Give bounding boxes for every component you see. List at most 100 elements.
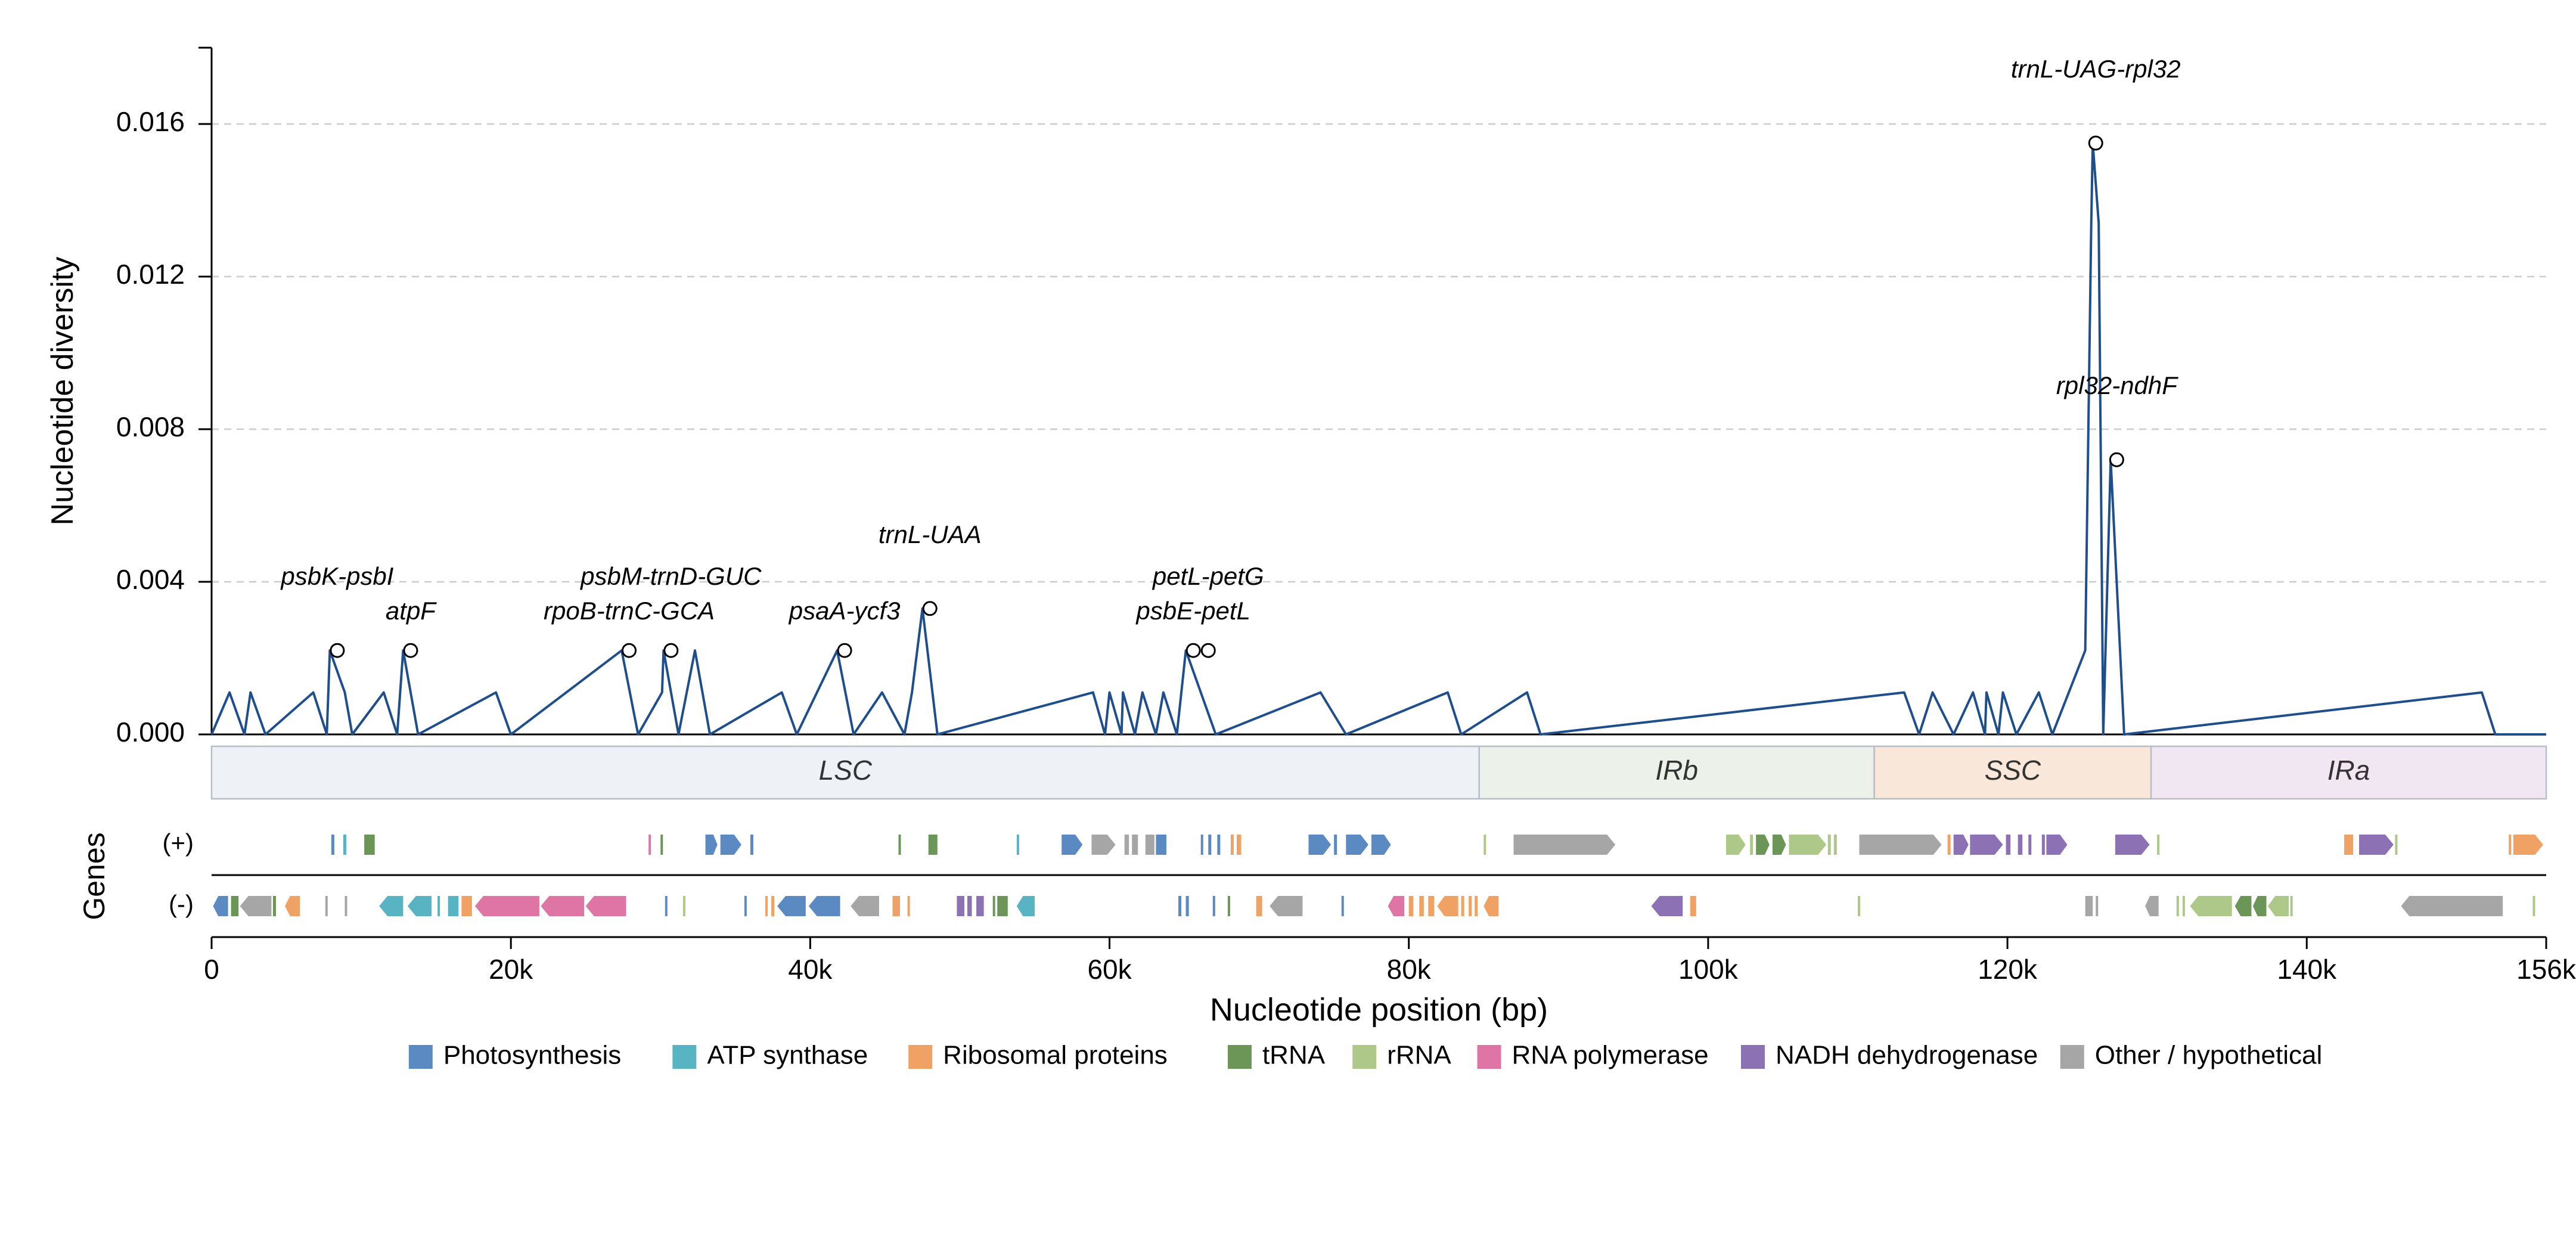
gene-minus-50 [2085,896,2093,916]
legend-swatch-3 [1227,1045,1252,1069]
gene-plus-36 [1947,835,1951,855]
gene-minus-46 [1483,896,1499,916]
gene-plus-13 [1124,835,1129,855]
gene-plus-7 [750,835,753,855]
peak-marker-8 [622,643,637,658]
legend-label-5: RNA polymerase [1512,1041,1709,1070]
gene-minus-21 [808,896,840,916]
x-tick-label-5: 100k [1678,954,1739,985]
gene-plus-29 [1750,835,1753,855]
gene-minus-3 [272,896,276,916]
gene-plus-41 [2028,835,2032,855]
legend-label-1: ATP synthase [707,1041,868,1070]
peak-label-3: psbK-psbI [280,562,393,590]
gene-minus-29 [997,896,1008,916]
gene-plus-24 [1346,835,1368,855]
gene-minus-8 [407,896,432,916]
genes-label: Genes [77,832,111,920]
gene-plus-21 [1236,835,1242,855]
gene-plus-20 [1230,835,1234,855]
gene-minus-48 [1690,896,1696,916]
legend: Photosynthesis ATP synthase Ribosomal prot… [408,1041,2322,1070]
gene-minus-54 [2182,896,2185,916]
x-tick-label-4: 80k [1387,954,1432,985]
legend-swatch-1 [672,1045,697,1069]
x-axis-label: Nucleotide position (bp) [1210,992,1548,1028]
gene-minus-34 [1227,896,1230,916]
x-tick-label-2: 40k [788,954,833,985]
legend-label-4: rRNA [1387,1041,1451,1070]
gene-plus-0 [331,835,334,855]
legend-swatch-2 [908,1045,933,1069]
gene-plus-38 [1970,835,2003,855]
region-irb [1478,745,1875,800]
peak-marker-38 [2109,452,2124,467]
gene-plus-26 [1483,835,1486,855]
gene-plus-9 [928,835,938,855]
gene-minus-23 [892,896,901,916]
peak-label-22: psbE-petL [1135,597,1250,625]
gene-plus-30 [1756,835,1770,855]
gene-plus-18 [1208,835,1212,855]
gene-plus-45 [2157,835,2160,855]
peak-marker-3 [330,643,345,658]
gene-minus-40 [1419,896,1424,916]
x-tick-label-7: 140k [2277,954,2337,985]
gene-minus-60 [2401,896,2503,916]
gene-minus-24 [907,896,910,916]
y-tick-label-2: 0.008 [116,411,185,442]
gene-plus-33 [1827,835,1831,855]
gene-minus-44 [1469,896,1472,916]
gene-plus-40 [2018,835,2023,855]
gene-plus-6 [720,835,741,855]
region-ssc [1873,745,2152,800]
legend-swatch-0 [408,1045,433,1069]
gene-plus-44 [2115,835,2150,855]
gene-minus-38 [1388,896,1405,916]
gene-minus-53 [2176,896,2179,916]
strand-plus-label: (+) [163,829,194,857]
legend-swatch-5 [1477,1045,1501,1069]
gene-plus-49 [2509,835,2512,855]
gene-plus-43 [2046,835,2068,855]
gene-minus-25 [957,896,964,916]
gene-minus-17 [744,896,747,916]
gene-plus-11 [1062,835,1083,855]
x-tick-label-8: 156k [2516,954,2576,985]
gene-minus-59 [2290,896,2293,916]
diversity-line [210,142,2546,736]
peak-label-37: trnL-UAG-rpl32 [2011,55,2181,83]
gene-minus-56 [2234,896,2252,916]
gene-plus-46 [2344,835,2354,855]
gene-minus-14 [585,896,626,916]
gene-minus-11 [461,896,472,916]
region-label-3: IRa [2327,755,2370,786]
gene-minus-37 [1341,896,1344,916]
gene-plus-37 [1953,835,1969,855]
gene-minus-12 [474,896,539,916]
gene-plus-25 [1371,835,1391,855]
gene-minus-1 [231,896,239,916]
gene-minus-18 [765,896,768,916]
peak-label-16: trnL-UAA [879,520,982,548]
gene-minus-13 [541,896,585,916]
peak-label-24: petL-petG [1152,562,1264,590]
gene-minus-52 [2145,896,2159,916]
peak-label-10: psbM-trnD-GUC [579,562,762,590]
gene-plus-23 [1334,835,1337,855]
y-axis-label: Nucleotide diversity [45,257,80,526]
legend-label-6: NADH dehydrogenase [1776,1041,2038,1070]
gene-minus-55 [2190,896,2232,916]
gene-minus-58 [2268,896,2289,916]
peak-marker-22 [1185,643,1201,658]
legend-label-2: Ribosomal proteins [943,1041,1168,1070]
y-tick-label-0: 0.000 [116,717,185,748]
gene-plus-22 [1308,835,1332,855]
peak-marker-24 [1200,643,1216,658]
peak-label-6: atpF [386,597,437,625]
gene-minus-27 [976,896,984,916]
gene-minus-16 [682,896,685,916]
gene-plus-4 [660,835,663,855]
